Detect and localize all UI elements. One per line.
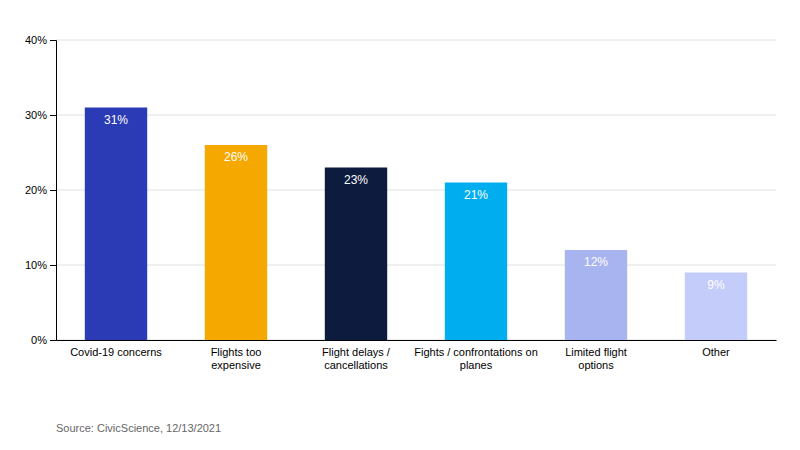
- tick: Flights tooexpensive: [211, 346, 262, 371]
- data-label: 9%: [707, 278, 725, 292]
- tick: Limited flightoptions: [565, 346, 627, 371]
- tick-label-line: cancellations: [324, 359, 388, 371]
- tick-label: 40%: [25, 34, 47, 46]
- tick-label: Other: [702, 346, 730, 358]
- chart: 0% 10% 20% 30% 40% Covid-19 concerns Flights t…: [0, 0, 800, 450]
- tick-label-line: Limited flight: [565, 346, 627, 358]
- tick: 40%: [25, 34, 56, 46]
- grid-line: [56, 115, 776, 116]
- x-axis: Covid-19 concernsFlights tooexpensiveFli…: [57, 341, 777, 372]
- tick: 10%: [25, 259, 56, 271]
- axis-line: [57, 340, 777, 341]
- tick-label: Limited flightoptions: [565, 346, 627, 371]
- grid-line: [56, 190, 776, 191]
- tick-mark: [50, 265, 56, 266]
- tick-mark: [50, 40, 56, 41]
- tick-label: Fights / confrontations onplanes: [414, 346, 538, 371]
- data-label: 21%: [464, 188, 488, 202]
- annotation: Source: CivicScience, 12/13/2021: [56, 422, 221, 434]
- tick-label-line: options: [578, 359, 614, 371]
- bar: [685, 273, 747, 341]
- data-label: 23%: [344, 173, 368, 187]
- grid-line: [56, 265, 776, 266]
- data-label: 12%: [584, 255, 608, 269]
- tick-label-line: Fights / confrontations on: [414, 346, 538, 358]
- tick-label-line: expensive: [211, 359, 261, 371]
- data-label: 31%: [104, 113, 128, 127]
- grid: [56, 40, 776, 340]
- tick-label-line: planes: [460, 359, 493, 371]
- tick: 20%: [25, 184, 56, 196]
- tick-mark: [50, 340, 56, 341]
- plot: 0% 10% 20% 30% 40% Covid-19 concerns Flights t…: [25, 34, 777, 371]
- annotations: Source: CivicScience, 12/13/2021: [56, 422, 221, 434]
- tick: Covid-19 concerns: [70, 346, 162, 358]
- tick: Flight delays /cancellations: [322, 346, 391, 371]
- tick-label-line: Covid-19 concerns: [70, 346, 162, 358]
- tick-label: 0%: [31, 334, 47, 346]
- data-label: 26%: [224, 150, 248, 164]
- bar: [445, 183, 507, 341]
- bars: [85, 108, 747, 341]
- tick: Fights / confrontations onplanes: [414, 346, 538, 371]
- tick-label-line: Other: [702, 346, 730, 358]
- tick-label: Flight delays /cancellations: [322, 346, 391, 371]
- axis-line: [50, 41, 57, 341]
- tick-label: Flights tooexpensive: [211, 346, 262, 371]
- tick: Other: [702, 346, 730, 358]
- grid-line: [56, 40, 776, 41]
- tick-label: Covid-19 concerns: [70, 346, 162, 358]
- bar: [85, 108, 147, 341]
- tick-label: 10%: [25, 259, 47, 271]
- tick: 0%: [31, 334, 56, 346]
- tick-label-line: Flights too: [211, 346, 262, 358]
- tick-label: 20%: [25, 184, 47, 196]
- tick: 30%: [25, 109, 56, 121]
- bar: [205, 145, 267, 340]
- grid-line: [56, 340, 776, 341]
- tick-label-line: Flight delays /: [322, 346, 391, 358]
- y-axis: 0% 10% 20% 30% 40%: [25, 34, 57, 346]
- tick-mark: [50, 190, 56, 191]
- data-labels: 31% 26% 23% 21% 12% 9%: [104, 113, 725, 292]
- bar: [565, 250, 627, 340]
- tick-mark: [50, 115, 56, 116]
- tick-label: 30%: [25, 109, 47, 121]
- bar: [325, 168, 387, 341]
